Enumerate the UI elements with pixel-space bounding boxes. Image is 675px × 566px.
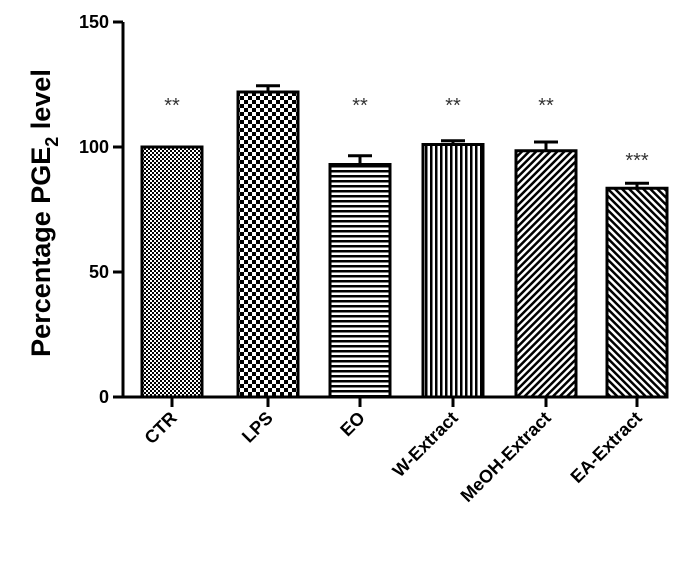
significance-label: ** [538, 95, 554, 117]
x-tick-label: CTR [141, 408, 181, 448]
y-tick-label: 150 [79, 12, 109, 32]
significance-label: *** [625, 150, 649, 172]
bar [605, 186, 669, 399]
bar [236, 90, 300, 399]
significance-label: ** [164, 95, 180, 117]
bar [328, 163, 392, 399]
y-axis-label: Percentage PGE2 level [26, 69, 62, 357]
bar [421, 143, 485, 399]
y-tick-label: 50 [89, 262, 109, 282]
significance-label: ** [445, 95, 461, 117]
bar [514, 149, 578, 399]
x-tick-label: MeOH-Extract [457, 408, 555, 506]
x-tick-label: EA-Extract [567, 408, 646, 487]
y-axis-label-suffix: level [26, 69, 56, 137]
x-tick-label: W-Extract [389, 408, 462, 481]
y-tick-label: 0 [99, 387, 109, 407]
y-tick-label: 100 [79, 137, 109, 157]
y-axis-label-main: Percentage PGE [26, 147, 56, 357]
x-tick-label: EO [336, 408, 369, 441]
bar [140, 145, 204, 399]
significance-label: ** [352, 95, 368, 117]
x-tick-label: LPS [238, 408, 277, 447]
y-axis-label-subscript: 2 [42, 137, 62, 147]
